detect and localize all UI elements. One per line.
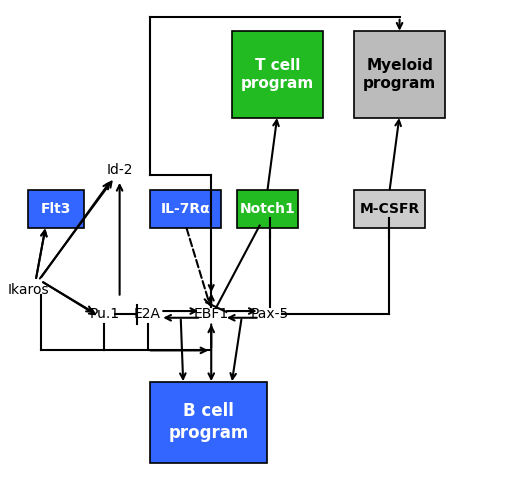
Text: M-CSFR: M-CSFR bbox=[359, 202, 419, 216]
Text: Pax-5: Pax-5 bbox=[250, 307, 289, 322]
Text: T cell
program: T cell program bbox=[241, 58, 314, 91]
FancyBboxPatch shape bbox=[232, 31, 323, 118]
Text: Id-2: Id-2 bbox=[106, 163, 133, 178]
Text: Myeloid
program: Myeloid program bbox=[363, 58, 436, 91]
Text: IL-7Rα: IL-7Rα bbox=[161, 202, 211, 216]
Text: Ikaros: Ikaros bbox=[7, 283, 49, 298]
Text: E2A: E2A bbox=[134, 307, 161, 322]
Text: Notch1: Notch1 bbox=[239, 202, 295, 216]
FancyBboxPatch shape bbox=[354, 190, 425, 228]
Text: Pu.1: Pu.1 bbox=[89, 307, 120, 322]
Text: Flt3: Flt3 bbox=[41, 202, 71, 216]
FancyBboxPatch shape bbox=[28, 190, 84, 228]
FancyBboxPatch shape bbox=[237, 190, 298, 228]
FancyBboxPatch shape bbox=[150, 382, 267, 463]
FancyBboxPatch shape bbox=[354, 31, 445, 118]
FancyBboxPatch shape bbox=[150, 190, 221, 228]
Text: EBF1: EBF1 bbox=[193, 307, 229, 322]
Text: B cell
program: B cell program bbox=[168, 402, 249, 443]
